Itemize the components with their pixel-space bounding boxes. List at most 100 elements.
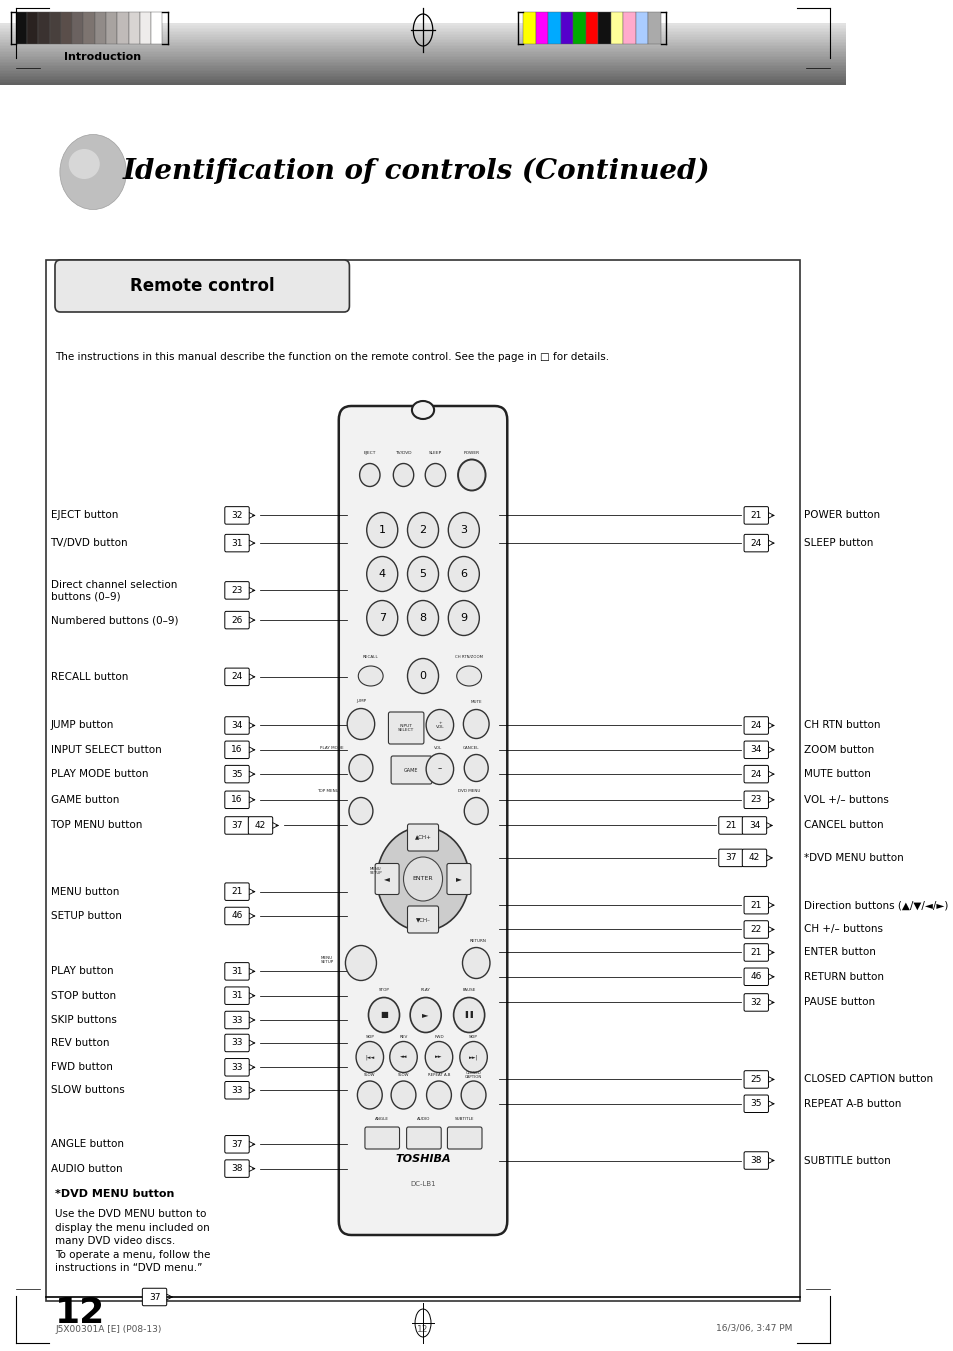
FancyBboxPatch shape bbox=[225, 535, 249, 551]
Text: CLOSED
CAPTION: CLOSED CAPTION bbox=[464, 1071, 481, 1079]
Text: ◄◄: ◄◄ bbox=[399, 1055, 407, 1059]
Text: SKIP buttons: SKIP buttons bbox=[51, 1015, 116, 1025]
FancyBboxPatch shape bbox=[391, 757, 432, 784]
Text: 3: 3 bbox=[460, 526, 467, 535]
Bar bbox=[0, 76, 845, 77]
Text: 38: 38 bbox=[231, 1165, 242, 1173]
Bar bbox=[106, 12, 117, 45]
Circle shape bbox=[426, 709, 453, 740]
Text: *DVD MENU button: *DVD MENU button bbox=[55, 1189, 174, 1198]
Text: ENTER: ENTER bbox=[413, 877, 433, 881]
Circle shape bbox=[366, 557, 397, 592]
Text: ENTER button: ENTER button bbox=[803, 947, 875, 958]
Text: ►►|: ►►| bbox=[469, 1054, 477, 1059]
FancyBboxPatch shape bbox=[225, 1059, 249, 1075]
Text: 21: 21 bbox=[231, 888, 242, 896]
Bar bbox=[94, 12, 106, 45]
FancyBboxPatch shape bbox=[338, 407, 507, 1235]
Text: SKIP: SKIP bbox=[469, 1035, 477, 1039]
Text: Direction buttons (▲/▼/◄/►): Direction buttons (▲/▼/◄/►) bbox=[803, 900, 947, 911]
Bar bbox=[0, 72, 845, 73]
Circle shape bbox=[393, 463, 414, 486]
Text: INPUT SELECT button: INPUT SELECT button bbox=[51, 744, 161, 755]
Ellipse shape bbox=[358, 666, 383, 686]
Text: MENU button: MENU button bbox=[51, 886, 119, 897]
FancyBboxPatch shape bbox=[718, 850, 742, 866]
Text: 0: 0 bbox=[419, 671, 426, 681]
Text: 23: 23 bbox=[750, 796, 761, 804]
Text: 42: 42 bbox=[254, 821, 266, 830]
Text: 34: 34 bbox=[231, 721, 242, 730]
Circle shape bbox=[366, 600, 397, 635]
Text: 5: 5 bbox=[419, 569, 426, 580]
Text: –: – bbox=[437, 765, 441, 774]
Circle shape bbox=[345, 946, 376, 981]
Text: CH RTN/ZOOM: CH RTN/ZOOM bbox=[455, 655, 482, 659]
Circle shape bbox=[448, 600, 478, 635]
Text: 31: 31 bbox=[231, 539, 242, 547]
Circle shape bbox=[425, 1042, 453, 1073]
Bar bbox=[0, 55, 845, 57]
FancyBboxPatch shape bbox=[248, 817, 273, 834]
Bar bbox=[0, 38, 845, 41]
Text: INPUT
SELECT: INPUT SELECT bbox=[397, 724, 414, 732]
Bar bbox=[38, 12, 50, 45]
Text: MENU
SETUP: MENU SETUP bbox=[370, 867, 382, 875]
Text: CLOSED CAPTION button: CLOSED CAPTION button bbox=[803, 1074, 933, 1085]
Circle shape bbox=[457, 459, 485, 490]
Text: TOP MENU: TOP MENU bbox=[316, 789, 338, 793]
Text: REPEAT A-B button: REPEAT A-B button bbox=[803, 1098, 901, 1109]
Text: STOP button: STOP button bbox=[51, 990, 115, 1001]
Text: 8: 8 bbox=[419, 613, 426, 623]
Text: DC-LB1: DC-LB1 bbox=[410, 1181, 436, 1188]
FancyBboxPatch shape bbox=[743, 535, 768, 551]
Bar bbox=[129, 12, 140, 45]
Bar bbox=[548, 12, 560, 45]
FancyBboxPatch shape bbox=[388, 712, 423, 744]
FancyBboxPatch shape bbox=[743, 792, 768, 808]
FancyBboxPatch shape bbox=[743, 766, 768, 782]
FancyBboxPatch shape bbox=[225, 963, 249, 979]
Circle shape bbox=[390, 1042, 416, 1073]
Bar bbox=[117, 12, 129, 45]
Circle shape bbox=[349, 754, 373, 781]
FancyBboxPatch shape bbox=[225, 884, 249, 900]
FancyBboxPatch shape bbox=[743, 742, 768, 758]
Text: 12: 12 bbox=[416, 1324, 428, 1333]
Text: PLAY: PLAY bbox=[420, 988, 430, 992]
Text: POWER button: POWER button bbox=[803, 511, 880, 520]
Text: 46: 46 bbox=[750, 973, 761, 981]
Text: 33: 33 bbox=[231, 1039, 242, 1047]
Bar bbox=[0, 41, 845, 42]
Text: 35: 35 bbox=[750, 1100, 761, 1108]
Ellipse shape bbox=[60, 135, 126, 209]
Circle shape bbox=[426, 1081, 451, 1109]
Bar bbox=[140, 12, 151, 45]
Text: TOP MENU button: TOP MENU button bbox=[51, 820, 143, 831]
Bar bbox=[0, 53, 845, 54]
Text: ►►: ►► bbox=[435, 1055, 442, 1059]
FancyBboxPatch shape bbox=[225, 817, 249, 834]
Bar bbox=[0, 78, 845, 80]
Text: Direct channel selection
buttons (0–9): Direct channel selection buttons (0–9) bbox=[51, 580, 176, 601]
Bar bbox=[72, 12, 84, 45]
Bar bbox=[0, 47, 845, 50]
Text: 34: 34 bbox=[750, 746, 761, 754]
Text: Introduction: Introduction bbox=[64, 53, 141, 62]
FancyBboxPatch shape bbox=[375, 863, 398, 894]
Text: RETURN: RETURN bbox=[469, 939, 486, 943]
FancyBboxPatch shape bbox=[225, 742, 249, 758]
Circle shape bbox=[357, 1081, 382, 1109]
Circle shape bbox=[448, 512, 478, 547]
Bar bbox=[0, 32, 845, 34]
Ellipse shape bbox=[412, 401, 434, 419]
Bar bbox=[0, 73, 845, 74]
Text: ANGLE button: ANGLE button bbox=[51, 1139, 124, 1150]
Bar bbox=[0, 30, 845, 31]
FancyBboxPatch shape bbox=[225, 669, 249, 685]
Circle shape bbox=[407, 600, 438, 635]
Text: ▲CH+: ▲CH+ bbox=[415, 835, 431, 839]
Text: ►: ► bbox=[422, 1011, 429, 1020]
Text: GAME: GAME bbox=[404, 767, 418, 773]
Text: DVD MENU: DVD MENU bbox=[458, 789, 480, 793]
